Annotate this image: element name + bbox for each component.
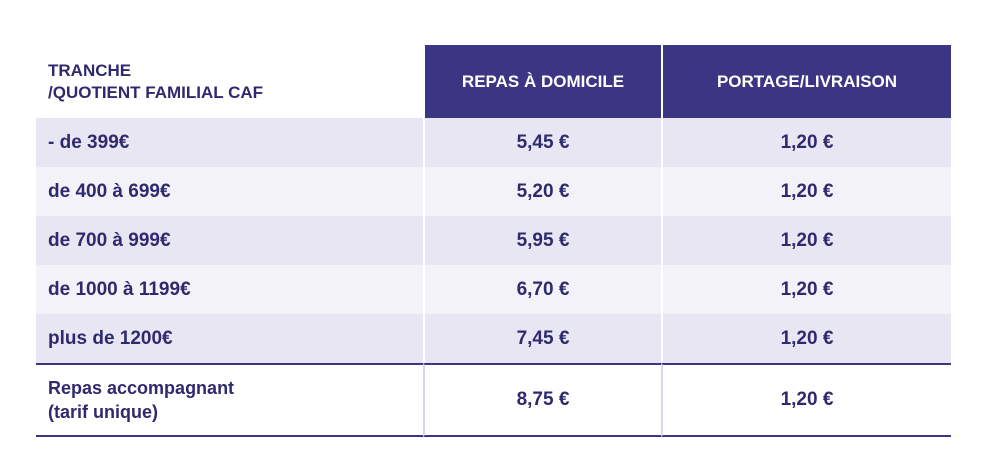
cell: 1,20 € — [661, 118, 951, 167]
cell: 5,45 € — [423, 118, 661, 167]
header-cell: PORTAGE/LIVRAISON — [661, 45, 951, 118]
cell: 5,20 € — [423, 167, 661, 216]
cell: 1,20 € — [661, 314, 951, 363]
cell: de 400 à 699€ — [36, 167, 423, 216]
cell: de 1000 à 1199€ — [36, 265, 423, 314]
cell: 7,45 € — [423, 314, 661, 363]
cell: 8,75 € — [423, 363, 661, 437]
header-cell: REPAS À DOMICILE — [423, 45, 661, 118]
cell: plus de 1200€ — [36, 314, 423, 363]
header-cell: TRANCHE /QUOTIENT FAMILIAL CAF — [36, 45, 423, 118]
cell: 6,70 € — [423, 265, 661, 314]
cell: de 700 à 999€ — [36, 216, 423, 265]
cell: 1,20 € — [661, 363, 951, 437]
header-line: TRANCHE — [48, 60, 132, 80]
cell-line: (tarif unique) — [48, 402, 158, 422]
price-table: TRANCHE /QUOTIENT FAMILIAL CAF REPAS À D… — [36, 45, 951, 437]
cell: Repas accompagnant (tarif unique) — [36, 363, 423, 437]
cell-line: Repas accompagnant — [48, 378, 235, 398]
cell: 1,20 € — [661, 265, 951, 314]
cell: - de 399€ — [36, 118, 423, 167]
cell: 5,95 € — [423, 216, 661, 265]
cell: 1,20 € — [661, 167, 951, 216]
cell: 1,20 € — [661, 216, 951, 265]
header-line: /QUOTIENT FAMILIAL CAF — [48, 82, 264, 102]
